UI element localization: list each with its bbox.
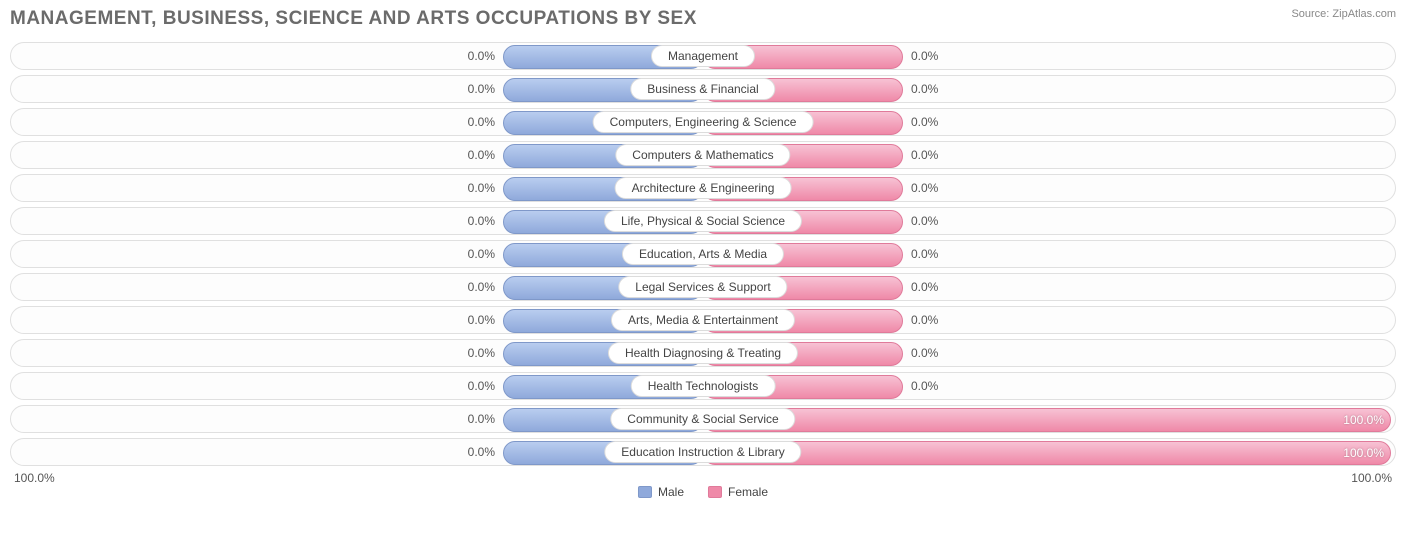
female-pct-label: 0.0% xyxy=(911,214,938,228)
axis-right-label: 100.0% xyxy=(1351,471,1392,485)
male-pct-label: 0.0% xyxy=(468,247,495,261)
chart-row-track: 0.0% 0.0% Management xyxy=(13,45,1393,67)
category-label: Health Technologists xyxy=(631,375,776,397)
category-label: Health Diagnosing & Treating xyxy=(608,342,798,364)
chart-title: MANAGEMENT, BUSINESS, SCIENCE AND ARTS O… xyxy=(10,8,697,30)
chart-row: 0.0% 0.0% Computers, Engineering & Science xyxy=(10,108,1396,136)
category-label: Legal Services & Support xyxy=(618,276,787,298)
chart-row: 100.0% 0.0% Education Instruction & Librar… xyxy=(10,438,1396,466)
chart-row-track: 0.0% 0.0% Health Diagnosing & Treating xyxy=(13,342,1393,364)
category-label: Computers, Engineering & Science xyxy=(593,111,814,133)
bar-female: 100.0% xyxy=(703,408,1391,432)
female-pct-label: 0.0% xyxy=(911,247,938,261)
chart-rows: 0.0% 0.0% Management 0.0% 0.0% Business & Fin… xyxy=(10,42,1396,466)
male-pct-label: 0.0% xyxy=(468,82,495,96)
chart-row-track: 0.0% 0.0% Computers & Mathematics xyxy=(13,144,1393,166)
category-label: Education, Arts & Media xyxy=(622,243,784,265)
male-pct-label: 0.0% xyxy=(468,379,495,393)
male-pct-label: 0.0% xyxy=(468,214,495,228)
legend-male-label: Male xyxy=(658,485,684,499)
male-pct-label: 0.0% xyxy=(468,313,495,327)
female-pct-label: 0.0% xyxy=(911,346,938,360)
male-pct-label: 0.0% xyxy=(468,181,495,195)
male-pct-label: 0.0% xyxy=(468,115,495,129)
chart-legend: Male Female xyxy=(638,485,768,499)
female-pct-label: 0.0% xyxy=(911,148,938,162)
chart-row: 0.0% 0.0% Life, Physical & Social Science xyxy=(10,207,1396,235)
chart-header: MANAGEMENT, BUSINESS, SCIENCE AND ARTS O… xyxy=(10,8,1396,30)
male-pct-label: 0.0% xyxy=(468,280,495,294)
chart-axis: 100.0% 100.0% Male Female xyxy=(10,471,1396,491)
source-value: ZipAtlas.com xyxy=(1332,8,1396,20)
male-pct-label: 0.0% xyxy=(468,346,495,360)
chart-container: MANAGEMENT, BUSINESS, SCIENCE AND ARTS O… xyxy=(0,0,1406,495)
male-pct-label: 0.0% xyxy=(468,412,495,426)
chart-row: 0.0% 0.0% Education, Arts & Media xyxy=(10,240,1396,268)
bar-female: 100.0% xyxy=(703,441,1391,465)
chart-row-track: 0.0% 0.0% Arts, Media & Entertainment xyxy=(13,309,1393,331)
female-pct-label: 0.0% xyxy=(911,280,938,294)
female-pct-label: 0.0% xyxy=(911,313,938,327)
chart-row-track: 100.0% 0.0% Education Instruction & Librar… xyxy=(13,441,1393,463)
chart-row: 0.0% 0.0% Health Diagnosing & Treating xyxy=(10,339,1396,367)
chart-row-track: 0.0% 0.0% Computers, Engineering & Science xyxy=(13,111,1393,133)
chart-row: 0.0% 0.0% Computers & Mathematics xyxy=(10,141,1396,169)
legend-male-swatch xyxy=(638,486,652,498)
legend-female-swatch xyxy=(708,486,722,498)
female-pct-label: 0.0% xyxy=(911,49,938,63)
category-label: Life, Physical & Social Science xyxy=(604,210,802,232)
chart-row-track: 0.0% 0.0% Legal Services & Support xyxy=(13,276,1393,298)
female-pct-label: 0.0% xyxy=(911,181,938,195)
chart-row: 0.0% 0.0% Legal Services & Support xyxy=(10,273,1396,301)
category-label: Architecture & Engineering xyxy=(615,177,792,199)
female-pct-label: 0.0% xyxy=(911,379,938,393)
chart-row: 0.0% 0.0% Architecture & Engineering xyxy=(10,174,1396,202)
category-label: Business & Financial xyxy=(630,78,775,100)
category-label: Education Instruction & Library xyxy=(604,441,801,463)
bar-female-value: 100.0% xyxy=(1343,446,1384,460)
legend-male: Male xyxy=(638,485,684,499)
chart-row-track: 0.0% 0.0% Business & Financial xyxy=(13,78,1393,100)
category-label: Computers & Mathematics xyxy=(615,144,790,166)
chart-row: 0.0% 0.0% Arts, Media & Entertainment xyxy=(10,306,1396,334)
male-pct-label: 0.0% xyxy=(468,445,495,459)
chart-row: 100.0% 0.0% Community & Social Service xyxy=(10,405,1396,433)
chart-row-track: 0.0% 0.0% Education, Arts & Media xyxy=(13,243,1393,265)
chart-row: 0.0% 0.0% Business & Financial xyxy=(10,75,1396,103)
chart-row: 0.0% 0.0% Management xyxy=(10,42,1396,70)
female-pct-label: 0.0% xyxy=(911,82,938,96)
category-label: Arts, Media & Entertainment xyxy=(611,309,795,331)
female-pct-label: 0.0% xyxy=(911,115,938,129)
male-pct-label: 0.0% xyxy=(468,148,495,162)
category-label: Community & Social Service xyxy=(610,408,795,430)
chart-row-track: 0.0% 0.0% Life, Physical & Social Science xyxy=(13,210,1393,232)
category-label: Management xyxy=(651,45,755,67)
bar-female-value: 100.0% xyxy=(1343,413,1384,427)
chart-row-track: 100.0% 0.0% Community & Social Service xyxy=(13,408,1393,430)
axis-left-label: 100.0% xyxy=(14,471,55,485)
source-label: Source: xyxy=(1291,8,1329,20)
chart-row-track: 0.0% 0.0% Health Technologists xyxy=(13,375,1393,397)
legend-female-label: Female xyxy=(728,485,768,499)
legend-female: Female xyxy=(708,485,768,499)
chart-row-track: 0.0% 0.0% Architecture & Engineering xyxy=(13,177,1393,199)
male-pct-label: 0.0% xyxy=(468,49,495,63)
chart-row: 0.0% 0.0% Health Technologists xyxy=(10,372,1396,400)
chart-source: Source: ZipAtlas.com xyxy=(1291,8,1396,21)
